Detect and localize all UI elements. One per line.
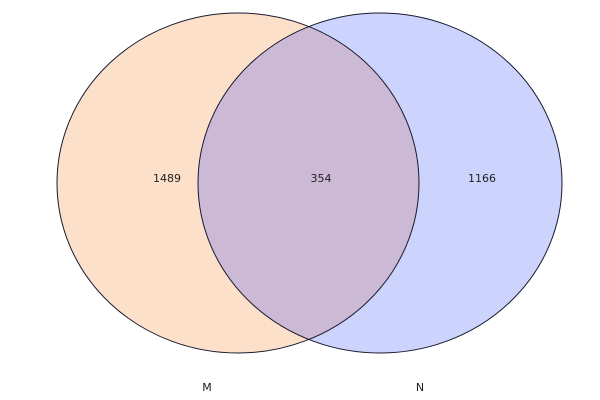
- set-m-outline: [56, 12, 420, 354]
- set-n-label: N: [416, 381, 424, 394]
- set-n-outline: [197, 12, 563, 354]
- intersection-count: 354: [311, 172, 332, 185]
- set-m-label: M: [202, 381, 212, 394]
- set-m-only-count: 1489: [153, 172, 181, 185]
- intersection-region: [198, 13, 419, 353]
- set-n-only-count: 1166: [468, 172, 496, 185]
